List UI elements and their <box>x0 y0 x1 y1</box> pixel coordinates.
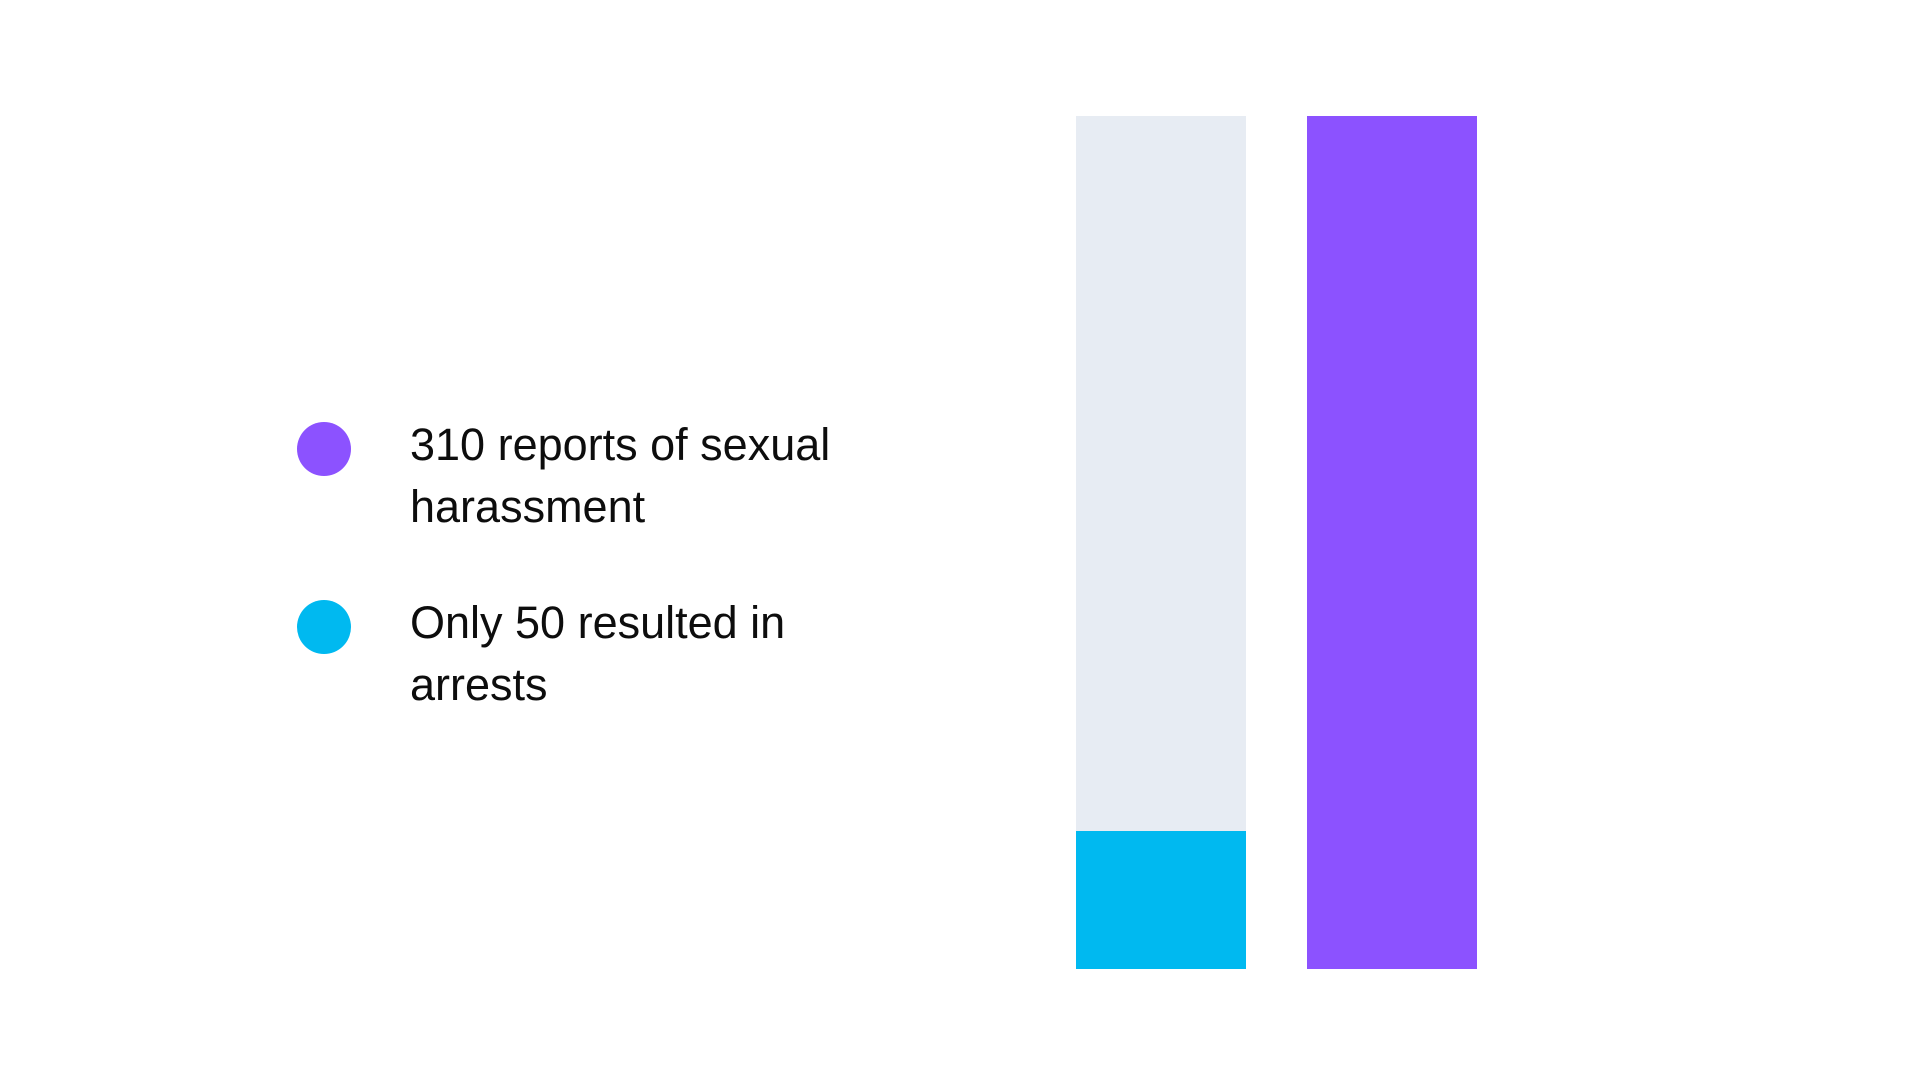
reports-legend-dot <box>297 422 351 476</box>
arrests-bar-fill <box>1076 831 1246 969</box>
reports-bar-fill <box>1307 116 1477 969</box>
reports-legend-line-1: 310 reports of sexual <box>410 419 831 470</box>
legend-item-arrests: Only 50 resulted in arrests <box>297 592 830 716</box>
reports-legend-line-2: harassment <box>410 481 646 532</box>
arrests-legend-label: Only 50 resulted in arrests <box>410 592 785 716</box>
legend-item-reports: 310 reports of sexual harassment <box>297 414 830 538</box>
arrests-legend-dot <box>297 600 351 654</box>
arrests-bar <box>1076 116 1246 969</box>
arrests-legend-line-1: Only 50 resulted in <box>410 597 786 648</box>
legend: 310 reports of sexual harassment Only 50… <box>297 414 830 716</box>
reports-legend-label: 310 reports of sexual harassment <box>410 414 830 538</box>
arrests-legend-line-2: arrests <box>410 659 548 710</box>
reports-bar <box>1307 116 1477 969</box>
bar-chart <box>1076 116 1477 969</box>
